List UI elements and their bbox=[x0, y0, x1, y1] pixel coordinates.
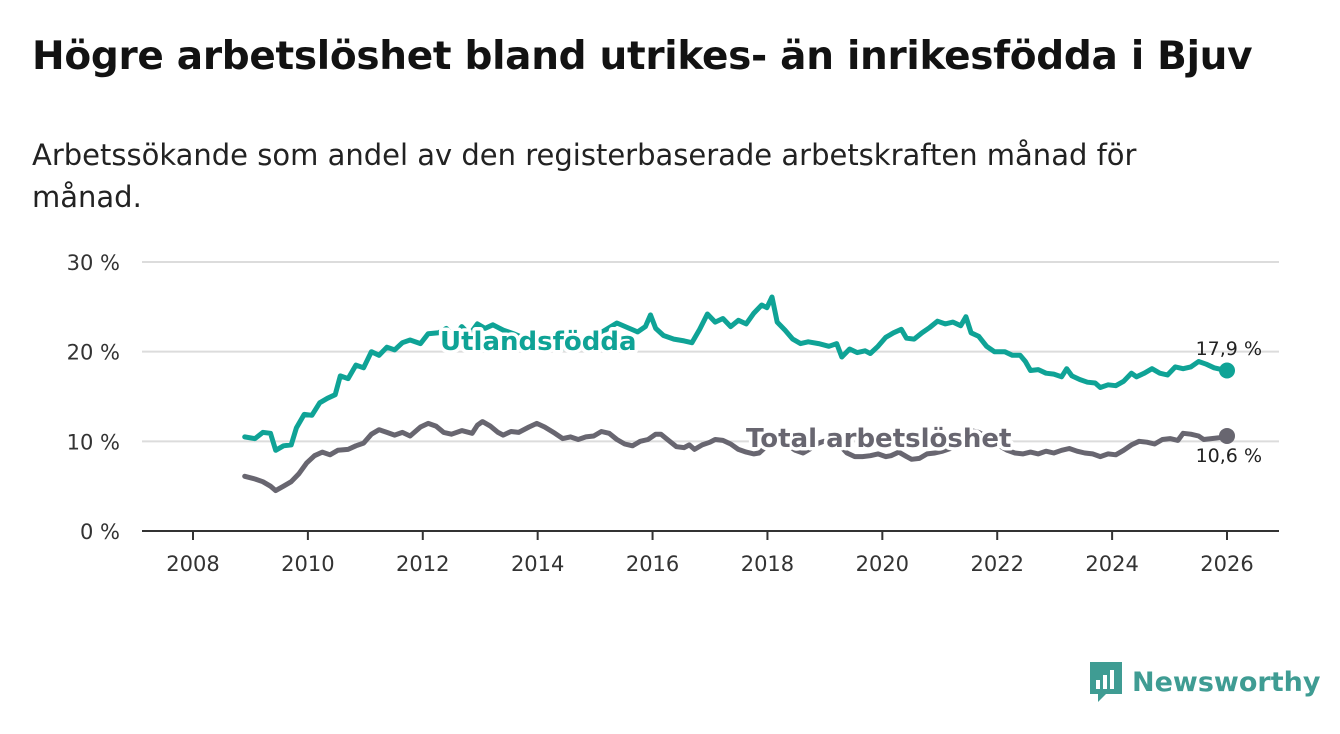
x-tick-label: 2010 bbox=[281, 552, 334, 576]
series-line-total-arbetsloshet bbox=[242, 419, 1230, 494]
x-tick-label: 2016 bbox=[626, 552, 679, 576]
y-tick-label: 0 % bbox=[80, 520, 120, 544]
chart-subtitle: Arbetssökande som andel av den registerb… bbox=[32, 138, 1137, 214]
chart-title: Högre arbetslöshet bland utrikes- än inr… bbox=[32, 34, 1253, 79]
series-label-total-arbetsloshet: Total arbetslöshet bbox=[746, 424, 1011, 454]
x-tick-label: 2014 bbox=[511, 552, 564, 576]
x-tick-label: 2022 bbox=[970, 552, 1023, 576]
series-label-utlandsfodda: Utlandsfödda bbox=[440, 327, 637, 357]
x-tick-label: 2024 bbox=[1085, 552, 1138, 576]
bar-chart-icon bbox=[1090, 662, 1122, 702]
newsworthy-logo: Newsworthy bbox=[1088, 660, 1320, 704]
x-tick-label: 2008 bbox=[166, 552, 219, 576]
y-tick-label: 10 % bbox=[67, 430, 120, 454]
x-tick-label: 2020 bbox=[856, 552, 909, 576]
x-tick-label: 2026 bbox=[1200, 552, 1253, 576]
series-line-utlandsfodda bbox=[242, 294, 1230, 453]
x-axis: 2008 2010 2012 2014 2016 2018 2020 2022 2024 2026 bbox=[142, 530, 1279, 576]
end-value-label-total: 10,6 % bbox=[1196, 445, 1262, 467]
y-axis: 0 % 10 % 20 % 30 % bbox=[67, 251, 120, 544]
end-value-label-utlandsfodda: 17,9 % bbox=[1196, 338, 1262, 360]
x-tick-label: 2012 bbox=[396, 552, 449, 576]
y-tick-label: 20 % bbox=[67, 341, 120, 365]
end-point-utlandsfodda bbox=[1219, 362, 1235, 379]
series-labels: Utlandsfödda Total arbetslöshet 17,9 % 1… bbox=[437, 324, 1263, 468]
x-tick-label: 2018 bbox=[741, 552, 794, 576]
brand-name: Newsworthy bbox=[1132, 666, 1321, 698]
end-point-total bbox=[1219, 427, 1235, 444]
series-lines bbox=[242, 294, 1235, 494]
y-tick-label: 30 % bbox=[67, 251, 120, 275]
